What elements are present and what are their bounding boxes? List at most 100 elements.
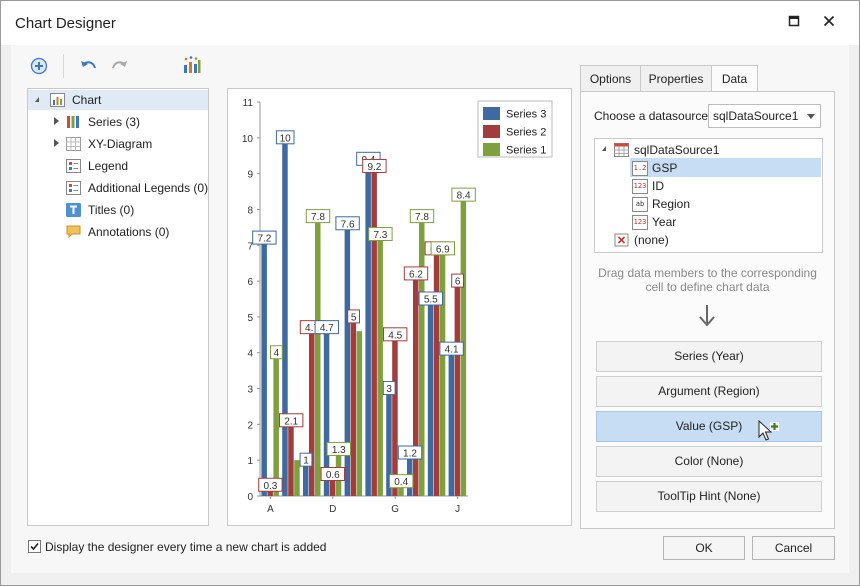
bar bbox=[329, 474, 336, 496]
bar bbox=[309, 327, 315, 496]
data-label: 1.2 bbox=[397, 445, 423, 460]
data-label: 5.5 bbox=[418, 291, 444, 306]
series-cell[interactable]: Series (Year) bbox=[596, 341, 822, 372]
bar bbox=[448, 349, 455, 496]
datasource-combobox[interactable]: sqlDataSource1 bbox=[708, 104, 821, 128]
data-label-box bbox=[314, 320, 339, 335]
field-none[interactable]: (none) bbox=[614, 230, 794, 250]
data-label-box bbox=[439, 341, 464, 356]
tooltip-hint-cell[interactable]: ToolTip Hint (None) bbox=[596, 481, 822, 512]
close-icon[interactable] bbox=[819, 13, 839, 33]
data-label-box bbox=[335, 216, 360, 231]
data-label: 2.1 bbox=[279, 413, 304, 428]
tree-item-series[interactable]: Series (3) bbox=[66, 112, 206, 132]
ok-button[interactable]: OK bbox=[663, 536, 745, 560]
redo-icon[interactable] bbox=[110, 58, 128, 77]
legend-swatch bbox=[483, 107, 500, 120]
tree-expander-datasource-icon[interactable] bbox=[602, 146, 606, 151]
color-cell[interactable]: Color (None) bbox=[596, 446, 822, 477]
data-label-box bbox=[397, 445, 423, 460]
data-label: 0.3 bbox=[258, 477, 283, 492]
data-label: 6.2 bbox=[403, 266, 429, 281]
data-label-text: 1.2 bbox=[403, 449, 417, 460]
tab-options[interactable]: Options bbox=[580, 65, 641, 92]
data-label-text: 5 bbox=[351, 312, 357, 323]
title-bar: Chart Designer bbox=[1, 1, 859, 45]
chart-wizard-icon[interactable] bbox=[182, 55, 202, 78]
data-label-text: 4.5 bbox=[388, 330, 402, 341]
field-region[interactable]: ab Region bbox=[632, 194, 812, 214]
data-label-box bbox=[409, 209, 435, 224]
y-tick-label: 2 bbox=[247, 420, 253, 431]
tab-data[interactable]: Data bbox=[711, 65, 758, 93]
data-label-box bbox=[418, 291, 444, 306]
bar bbox=[261, 238, 267, 497]
add-icon[interactable] bbox=[30, 57, 48, 78]
data-label-box bbox=[279, 413, 304, 428]
integer-field-icon: 123 bbox=[632, 179, 648, 194]
data-label: 0.4 bbox=[389, 474, 414, 489]
tree-item-annotations[interactable]: Annotations (0) bbox=[66, 222, 206, 242]
data-label-box bbox=[383, 327, 408, 342]
tab-properties[interactable]: Properties bbox=[640, 65, 712, 92]
field-gsp[interactable]: 1.2 GSP bbox=[632, 161, 678, 176]
field-id[interactable]: 123 ID bbox=[632, 179, 664, 194]
data-label-text: 6.9 bbox=[436, 244, 450, 255]
chevron-down-icon[interactable] bbox=[807, 114, 815, 119]
xy-diagram-icon bbox=[66, 137, 81, 151]
y-tick-label: 8 bbox=[247, 205, 253, 216]
data-label-box bbox=[270, 345, 283, 360]
data-label: 10 bbox=[275, 130, 295, 145]
drag-hint: Drag data members to the corresponding c… bbox=[598, 266, 817, 294]
toolbar-separator bbox=[63, 54, 64, 78]
chart-icon bbox=[50, 93, 65, 107]
data-label: 0.6 bbox=[320, 467, 345, 482]
display-designer-label: Display the designer every time a new ch… bbox=[45, 540, 327, 554]
data-label-box bbox=[362, 158, 387, 173]
bar bbox=[365, 159, 371, 496]
display-designer-checkbox[interactable] bbox=[28, 540, 41, 553]
string-field-icon: ab bbox=[632, 197, 648, 212]
value-cell[interactable]: Value (GSP) bbox=[596, 411, 822, 442]
bar bbox=[282, 137, 288, 496]
data-label-box bbox=[451, 187, 476, 202]
tree-expander-series-icon[interactable] bbox=[54, 117, 59, 125]
data-label-text: 7.3 bbox=[373, 230, 387, 241]
data-label-box bbox=[326, 441, 351, 456]
legend-label: Series 3 bbox=[506, 109, 546, 121]
argument-cell[interactable]: Argument (Region) bbox=[596, 376, 822, 407]
tree-item-chart[interactable]: Chart bbox=[50, 90, 200, 110]
y-tick-label: 3 bbox=[247, 385, 253, 396]
tree-item-titles[interactable]: Titles (0) bbox=[66, 200, 206, 220]
data-label: 5 bbox=[347, 309, 360, 324]
field-year[interactable]: 123 Year bbox=[632, 215, 677, 230]
tree-expander-xy-diagram-icon[interactable] bbox=[54, 139, 59, 147]
bar bbox=[294, 460, 300, 496]
titles-icon bbox=[66, 203, 81, 217]
chart-elements-tree: Chart Series (3) XY-Diagram Legend Addit… bbox=[27, 88, 209, 526]
data-label-text: 2.1 bbox=[284, 416, 298, 427]
maximize-icon[interactable] bbox=[784, 13, 804, 33]
undo-icon[interactable] bbox=[80, 58, 98, 77]
tree-item-legend[interactable]: Legend bbox=[66, 156, 206, 176]
cancel-button[interactable]: Cancel bbox=[752, 536, 835, 560]
data-label-text: 7.2 bbox=[257, 234, 271, 245]
none-icon bbox=[614, 233, 629, 247]
bar bbox=[413, 273, 419, 496]
data-label: 7.2 bbox=[252, 230, 277, 245]
bar-chart: 0 1 2 3 4 5 6 7 8 9 10 11 A D G J 7.2 0.3 10 2.1 4 1 4.7 7.8 4.7… bbox=[242, 98, 553, 515]
tree-item-xy-diagram[interactable]: XY-Diagram bbox=[66, 134, 206, 154]
data-label-text: 6 bbox=[455, 277, 461, 288]
bar bbox=[371, 166, 377, 496]
bar bbox=[356, 331, 363, 496]
data-label-box bbox=[368, 227, 393, 242]
tree-item-additional-legends[interactable]: Additional Legends (0) bbox=[66, 178, 208, 198]
arrow-down-icon bbox=[698, 304, 716, 331]
bar bbox=[344, 223, 351, 497]
series-icon bbox=[66, 115, 81, 129]
datasource-root[interactable]: sqlDataSource1 bbox=[614, 140, 814, 160]
tree-expander-collapse-icon[interactable] bbox=[35, 97, 39, 102]
bar bbox=[454, 281, 461, 496]
bar bbox=[392, 334, 398, 496]
